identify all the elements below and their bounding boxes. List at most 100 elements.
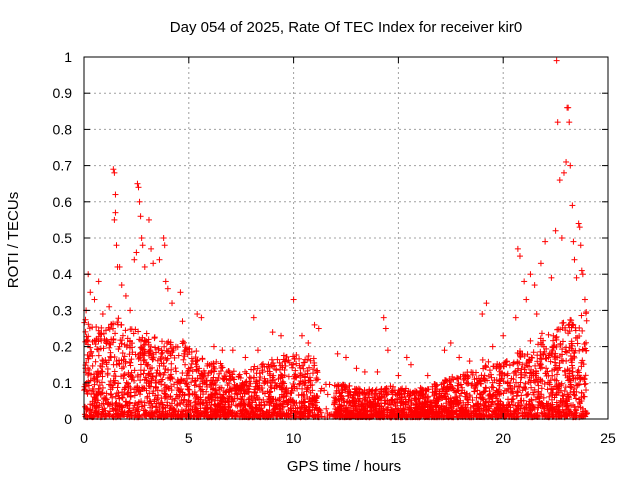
roti-data-point [571, 256, 578, 263]
roti-data-point [563, 158, 570, 165]
roti-data-point [553, 57, 560, 64]
roti-data-point [229, 347, 236, 354]
roti-data-point [118, 282, 125, 289]
roti-data-point [160, 235, 167, 241]
roti-data-point [552, 227, 559, 234]
roti-data-point [162, 278, 169, 285]
x-tick-label: 25 [600, 430, 616, 446]
roti-data-point [210, 343, 217, 350]
roti-data-point [91, 296, 98, 303]
roti-data-point [250, 314, 257, 321]
roti-data-point [523, 296, 530, 303]
roti-data-point [424, 372, 431, 379]
y-tick-label: 0.5 [53, 230, 73, 246]
roti-data-point [361, 368, 368, 375]
roti-data-point [560, 169, 567, 176]
roti-data-point [99, 311, 106, 318]
y-tick-label: 0.9 [53, 85, 73, 101]
roti-data-point [139, 242, 146, 249]
grid-layer [84, 57, 608, 419]
roti-cloud-point [174, 379, 181, 386]
roti-cloud-point [582, 372, 589, 379]
roti-data-point [548, 274, 555, 281]
roti-data-point [95, 278, 102, 285]
x-tick-label: 0 [80, 430, 88, 446]
roti-cloud-point [300, 365, 307, 372]
roti-data-point [111, 169, 118, 176]
roti-data-point [343, 354, 349, 361]
roti-data-point [380, 314, 387, 321]
roti-data-point [374, 368, 381, 375]
y-tick-label: 1 [64, 49, 72, 65]
roti-cloud-point [188, 379, 195, 386]
roti-data-point [135, 184, 142, 191]
roti-data-point [150, 260, 157, 267]
roti-cloud-point [547, 358, 554, 365]
roti-data-point [194, 311, 201, 318]
roti-data-point [479, 311, 486, 318]
roti-data-point [112, 191, 119, 198]
roti-data-point [137, 213, 144, 220]
roti-data-point [334, 350, 341, 357]
roti-data-point [122, 292, 129, 299]
roti-cloud-point [260, 360, 267, 367]
roti-data-point [148, 245, 155, 252]
points-layer [81, 57, 590, 421]
roti-cloud-point [140, 370, 147, 377]
roti-cloud-point [111, 368, 118, 375]
roti-data-point [456, 354, 463, 361]
roti-cloud-point [579, 327, 586, 334]
roti-data-point [500, 332, 507, 339]
roti-data-point [576, 224, 583, 231]
roti-data-point [164, 285, 171, 292]
roti-data-point [219, 347, 226, 354]
roti-data-point [134, 180, 141, 187]
roti-data-point [573, 274, 580, 281]
roti-data-point [514, 245, 521, 252]
roti-data-point [145, 216, 152, 223]
roti-data-point [242, 354, 249, 361]
roti-data-point [407, 361, 414, 368]
y-tick-label: 0.3 [53, 302, 73, 318]
roti-data-point [269, 329, 276, 336]
roti-data-point [113, 242, 120, 249]
roti-data-point [254, 347, 261, 354]
roti-data-point [111, 216, 118, 223]
roti-data-point [577, 242, 584, 249]
roti-data-point [311, 321, 318, 328]
roti-data-point [581, 296, 588, 303]
roti-data-point [575, 220, 582, 227]
y-tick-label: 0.8 [53, 121, 73, 137]
roti-data-point [382, 325, 389, 332]
roti-data-point [570, 238, 577, 245]
roti-data-point [179, 318, 186, 325]
roti-data-point [169, 300, 176, 307]
roti-cloud-point [479, 356, 486, 363]
y-axis-label: ROTI / TECUs [5, 192, 22, 288]
roti-data-point [512, 314, 519, 321]
x-tick-label: 5 [185, 430, 193, 446]
roti-data-point [533, 311, 540, 318]
roti-cloud-point [521, 372, 528, 379]
roti-data-point [527, 271, 534, 278]
roti-data-point [298, 332, 305, 339]
roti-data-point [569, 202, 576, 209]
roti-data-point [141, 263, 148, 270]
x-axis-label: GPS time / hours [287, 458, 401, 475]
roti-data-point [542, 238, 549, 245]
roti-data-point [116, 263, 123, 270]
roti-data-point [131, 256, 138, 263]
x-tick-label: 10 [286, 430, 302, 446]
roti-data-point [447, 339, 454, 346]
y-tick-label: 0.1 [53, 375, 73, 391]
y-tick-label: 0 [64, 411, 72, 427]
roti-data-point [483, 300, 490, 307]
roti-data-point [315, 325, 322, 332]
roti-data-point [278, 332, 285, 339]
roti-data-point [305, 339, 312, 346]
roti-data-point [136, 198, 143, 205]
roti-data-point [531, 282, 538, 289]
y-tick-label: 0.7 [53, 158, 73, 174]
roti-data-point [198, 314, 205, 321]
